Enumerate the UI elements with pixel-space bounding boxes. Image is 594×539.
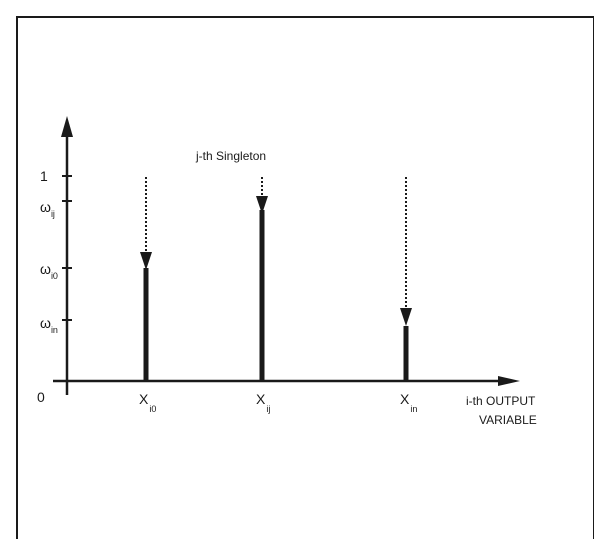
y-label-omega-i0: ωi0 xyxy=(40,261,58,281)
y-axis-arrow-icon xyxy=(61,116,73,137)
y-label-omega-in: ωin xyxy=(40,315,58,335)
x-axis-arrow-icon xyxy=(498,376,520,386)
singleton-ij-arrow-icon xyxy=(256,196,268,214)
x-label-x-ij: Xij xyxy=(256,391,270,414)
y-tick-label-one: 1 xyxy=(40,168,48,184)
diagram-title: j-th Singleton xyxy=(195,149,266,163)
singleton-in-arrow-icon xyxy=(400,308,412,326)
x-label-x-in: Xin xyxy=(400,391,417,414)
x-axis-label-line1: i-th OUTPUT xyxy=(466,394,536,408)
diagram-frame xyxy=(16,16,594,539)
origin-label: 0 xyxy=(37,389,45,405)
y-label-omega-ij: ωij xyxy=(40,199,55,219)
x-axis-label-line2: VARIABLE xyxy=(479,413,537,427)
x-label-x-i0: Xi0 xyxy=(139,391,156,414)
singleton-i0-arrow-icon xyxy=(140,252,152,270)
